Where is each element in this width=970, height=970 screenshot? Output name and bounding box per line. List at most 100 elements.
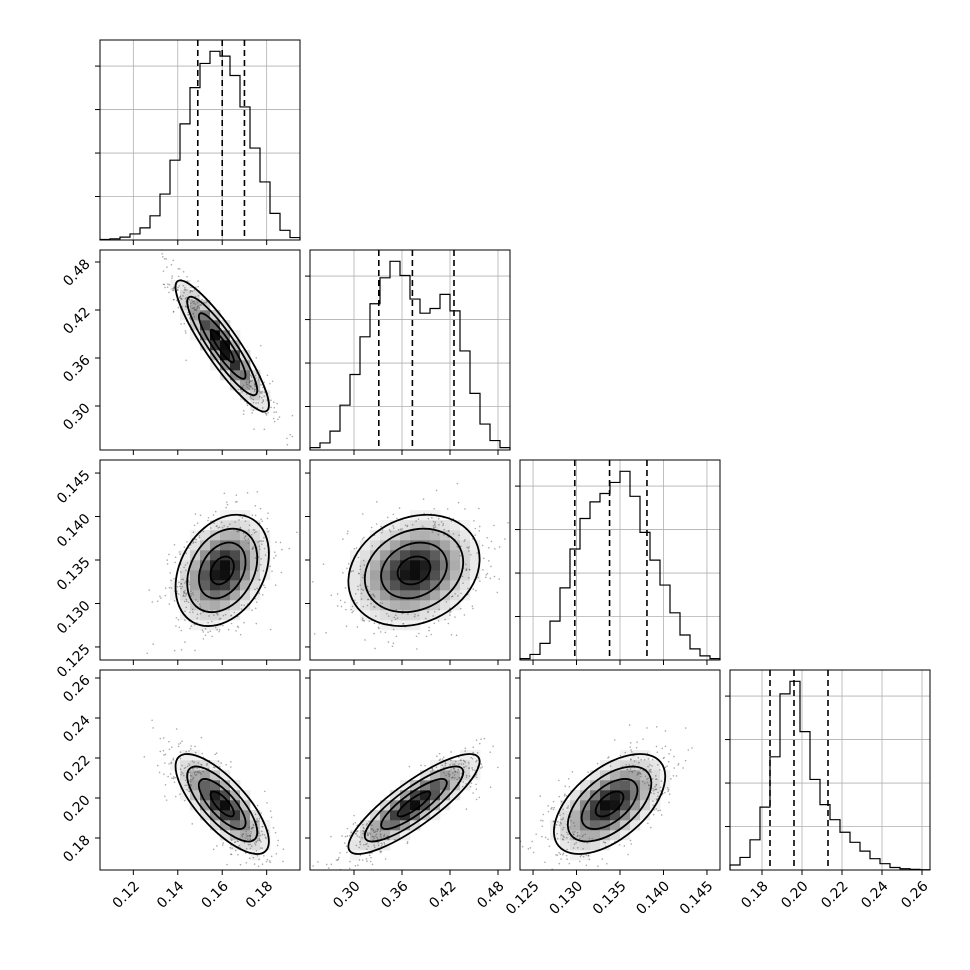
scatter-point-1-2: [370, 526, 373, 529]
scatter-point-0-3: [247, 838, 249, 840]
scatter-point-1-2: [446, 508, 449, 510]
density-cell-0-2: [200, 610, 211, 621]
scatter-point-0-1: [273, 406, 276, 409]
scatter-point-1-2: [485, 574, 488, 576]
density-cell-0-2: [180, 600, 191, 611]
scatter-point-1-3: [465, 776, 468, 779]
scatter-point-2-3: [550, 808, 552, 810]
scatter-point-0-3: [250, 845, 253, 848]
scatter-point-1-3: [476, 759, 478, 762]
scatter-point-0-2: [233, 611, 236, 614]
scatter-point-0-3: [221, 844, 224, 846]
y-tick-label-2-1: 0.130: [54, 598, 94, 638]
scatter-point-0-3: [188, 750, 190, 752]
scatter-point-2-3: [628, 770, 630, 773]
density-cell-1-2: [360, 550, 371, 561]
scatter-point-0-1: [272, 401, 275, 404]
scatter-point-1-3: [453, 763, 456, 766]
scatter-point-1-2: [346, 532, 349, 535]
scatter-point-0-2: [180, 648, 183, 651]
scatter-point-0-3: [159, 750, 162, 753]
scatter-point-2-3: [567, 833, 569, 836]
scatter-point-1-2: [434, 524, 436, 526]
scatter-point-0-2: [184, 564, 187, 566]
scatter-point-1-3: [472, 746, 475, 749]
scatter-point-0-1: [194, 308, 197, 311]
y-tick-label-3-1: 0.20: [60, 792, 93, 825]
density-cell-1-2: [400, 600, 411, 611]
scatter-point-1-2: [437, 620, 440, 622]
scatter-point-2-3: [684, 727, 687, 729]
scatter-point-0-3: [164, 783, 167, 786]
density-cell-0-2: [200, 570, 211, 581]
scatter-point-0-2: [198, 603, 201, 605]
x-tick-label-2-4: 0.145: [677, 878, 717, 918]
density-cell-1-2: [410, 520, 421, 531]
scatter-point-2-3: [566, 807, 568, 809]
scatter-point-0-2: [257, 556, 260, 558]
scatter-point-1-2: [466, 546, 468, 549]
scatter-point-2-3: [587, 771, 589, 773]
scatter-point-1-3: [371, 835, 374, 838]
density-cell-0-3: [220, 790, 231, 801]
scatter-point-0-3: [196, 773, 198, 776]
scatter-point-0-3: [194, 751, 197, 754]
scatter-point-0-2: [173, 649, 176, 652]
density-cell-1-2: [390, 550, 401, 561]
density-cell-0-3: [250, 830, 261, 841]
scatter-point-0-2: [182, 578, 184, 581]
scatter-point-0-1: [193, 302, 195, 305]
scatter-point-2-3: [581, 835, 584, 838]
scatter-point-1-2: [438, 523, 440, 526]
density-cell-2-3: [640, 810, 651, 821]
scatter-point-1-2: [359, 568, 362, 571]
density-cell-1-2: [360, 590, 371, 601]
scatter-point-1-3: [447, 772, 450, 775]
scatter-point-0-1: [172, 259, 175, 262]
density-cell-2-3: [630, 760, 641, 771]
scatter-point-0-1: [248, 384, 251, 387]
scatter-point-2-3: [544, 836, 547, 839]
scatter-point-1-3: [480, 767, 482, 769]
scatter-point-1-2: [465, 569, 468, 571]
scatter-point-1-3: [452, 763, 454, 765]
density-cell-0-3: [250, 810, 261, 821]
scatter-point-0-2: [246, 492, 249, 494]
scatter-point-1-2: [399, 528, 402, 531]
scatter-point-2-3: [646, 727, 648, 729]
density-cell-1-2: [460, 520, 471, 531]
scatter-point-0-3: [282, 886, 284, 888]
scatter-point-0-2: [254, 588, 256, 591]
scatter-point-2-3: [667, 790, 669, 792]
scatter-point-1-2: [496, 591, 499, 594]
scatter-point-0-2: [218, 630, 220, 633]
scatter-point-2-3: [637, 773, 639, 776]
scatter-point-1-2: [438, 608, 440, 611]
scatter-point-1-3: [475, 776, 478, 779]
scatter-point-0-3: [274, 831, 277, 834]
contour-1-3-2: [363, 765, 465, 843]
density-cell-0-3: [220, 830, 231, 841]
scatter-point-0-2: [259, 540, 261, 542]
density-cell-1-2: [420, 610, 431, 621]
scatter-point-0-3: [185, 750, 188, 753]
scatter-point-0-2: [221, 526, 224, 529]
density-cell-2-3: [620, 790, 631, 801]
scatter-point-1-3: [438, 752, 441, 755]
scatter-point-0-3: [256, 818, 258, 820]
scatter-point-0-1: [245, 384, 248, 386]
scatter-point-2-3: [559, 814, 561, 816]
scatter-point-1-3: [471, 767, 473, 769]
scatter-point-0-2: [185, 598, 188, 601]
density-cell-0-3: [240, 790, 251, 801]
scatter-point-0-3: [181, 764, 183, 767]
scatter-point-0-3: [179, 793, 181, 795]
scatter-point-1-2: [507, 521, 509, 524]
scatter-point-0-2: [187, 601, 190, 604]
density-cell-0-1: [200, 320, 211, 331]
scatter-point-0-2: [174, 556, 177, 559]
scatter-point-0-3: [230, 761, 232, 763]
scatter-point-2-3: [553, 806, 556, 809]
scatter-point-0-3: [245, 881, 247, 883]
scatter-point-2-3: [532, 851, 535, 854]
